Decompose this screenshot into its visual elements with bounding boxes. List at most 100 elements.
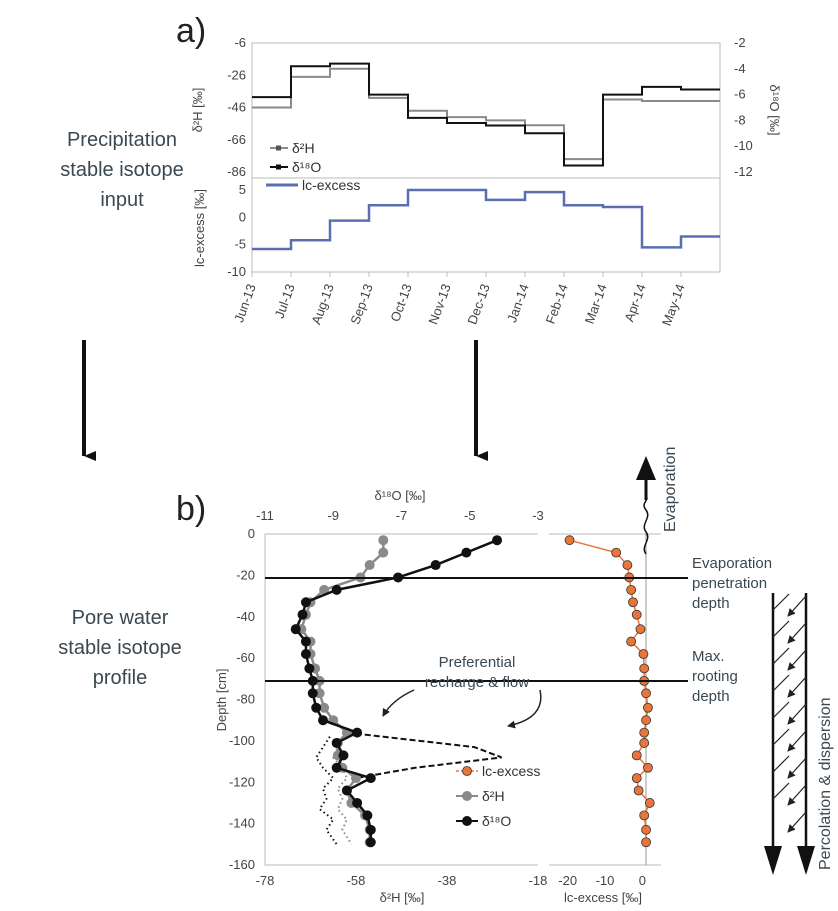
point-b-d18o: [300, 648, 311, 659]
point-b-lcx: [638, 649, 649, 659]
a-bottom-ytick: -5: [234, 237, 246, 252]
rooting-line-2: rooting: [692, 668, 738, 685]
point-b-d18o: [352, 797, 363, 808]
point-b-lcx: [564, 535, 575, 546]
point-b-d18o: [304, 663, 315, 674]
percolation-cross: [772, 782, 790, 800]
percolation-diagonal: [787, 676, 807, 698]
b-ytick: -160: [229, 857, 255, 872]
pref-arrow-right: [507, 689, 542, 729]
point-b-lcx: [611, 547, 622, 558]
panel-b-label: b): [176, 490, 206, 528]
point-b-lcx: [639, 738, 650, 748]
b-lcx-xtick: -20: [558, 873, 577, 888]
precip-line-1: Precipitation: [67, 129, 177, 151]
b-xlabel: δ²H [‰]: [380, 890, 425, 905]
point-b-d2h: [364, 560, 375, 571]
a-ytick: -46: [227, 100, 246, 115]
b-lcx-xtick: -10: [596, 873, 615, 888]
series-a-d18o-line: [252, 62, 720, 167]
percolation-diagonal: [787, 811, 807, 833]
precip-line-3: input: [100, 189, 144, 211]
point-b-lcx: [639, 727, 650, 738]
percolation-label: Percolation & dispersion: [817, 697, 834, 870]
legend-a-d18o-marker: [276, 164, 281, 170]
precip-input-label: Precipitation stable isotope input: [60, 129, 183, 211]
percolation-diagonal: [787, 595, 807, 617]
pore-line-3: profile: [93, 667, 147, 689]
legend-a-d18o: δ¹⁸O: [292, 159, 321, 175]
b-x2tick: -9: [327, 508, 339, 523]
panel-a-chart: -6 -26 -46 -66 -86 -2 -4 -6 -8 -10 -12 5 0 -5 -10 Ju…: [190, 35, 782, 328]
point-b-d2h: [378, 547, 389, 558]
a-xtick: Oct-13: [387, 282, 414, 324]
point-b-d18o: [338, 750, 349, 761]
pore-line-1: Pore water: [72, 607, 169, 629]
percolation-cross: [772, 593, 790, 611]
point-b-d18o: [300, 597, 311, 608]
b-x2tick: -7: [396, 508, 408, 523]
point-b-d18o: [492, 535, 503, 546]
b-ytick: -120: [229, 774, 255, 789]
rooting-line-3: depth: [692, 688, 730, 705]
point-b-lcx: [643, 762, 653, 773]
a-y2tick: -2: [734, 35, 746, 50]
b-xtick: -78: [256, 873, 275, 888]
point-b-lcx: [631, 609, 642, 620]
series-b-lcx-line: [569, 539, 651, 843]
percolation-cross: [772, 701, 790, 719]
evap-depth-line-2: penetration: [692, 575, 767, 592]
point-b-lcx: [622, 560, 633, 570]
legend-b-d2h: δ²H: [482, 788, 505, 804]
a-bottom-ytick: 5: [239, 182, 246, 197]
point-b-d18o: [307, 688, 318, 699]
point-b-d2h: [319, 584, 330, 595]
point-b-lcx: [639, 810, 650, 821]
a-ytick: -86: [227, 164, 246, 179]
a-xtick: Feb-14: [543, 282, 571, 326]
evaporation-label: Evaporation: [662, 447, 679, 532]
a-bottom-ytick: 0: [239, 209, 246, 224]
a-xtick: Jun-13: [231, 282, 259, 324]
point-b-lcx: [641, 715, 651, 726]
a-xtick: Nov-13: [425, 282, 453, 327]
b-ytick: -60: [236, 650, 255, 665]
percolation-diagonal: [787, 757, 807, 779]
point-b-d18o: [331, 762, 342, 773]
b-ytick: -80: [236, 692, 255, 707]
point-b-lcx: [639, 663, 650, 674]
legend-a-lcx: lc-excess: [302, 177, 360, 193]
percolation-left-head: [764, 846, 782, 875]
pref-flow-line-2: recharge & flow: [425, 674, 529, 691]
panel-b-chart: 0-20-40-60-80-100-120-140-160 -78 -58 -38-…: [214, 488, 688, 905]
panel-a-legend: δ²H δ¹⁸O lc-excess: [266, 140, 360, 193]
pref-flow-line-1: Preferential: [439, 654, 516, 671]
point-b-d18o: [362, 810, 373, 821]
b-ytick: -140: [229, 816, 255, 831]
point-b-d18o: [331, 584, 342, 595]
a-xtick: Mar-14: [582, 282, 610, 326]
point-b-lcx: [628, 597, 638, 608]
evap-depth-line-3: depth: [692, 595, 730, 612]
b-xtick: -58: [347, 873, 366, 888]
point-b-d18o: [341, 785, 352, 796]
percolation-cross: [772, 647, 790, 665]
point-b-lcx: [644, 798, 655, 808]
point-b-lcx: [635, 624, 646, 635]
point-b-lcx: [641, 837, 651, 848]
percolation-cross: [772, 728, 790, 746]
percolation-diagram: Percolation & dispersion: [764, 593, 834, 875]
a-xtick: Jul-13: [272, 282, 298, 320]
a-xtick: May-14: [659, 282, 688, 328]
percolation-cross: [772, 755, 790, 773]
b-ytick: -20: [236, 567, 255, 582]
point-b-d18o: [365, 837, 376, 848]
point-b-lcx: [626, 636, 637, 647]
series-a-d2h-line: [252, 67, 720, 161]
percolation-diagonal: [787, 649, 807, 671]
a-xtick: Jan-14: [504, 282, 532, 324]
b-xtick: -18: [529, 873, 548, 888]
panel-a-label: a): [176, 12, 206, 50]
percolation-diagonal: [787, 622, 807, 644]
